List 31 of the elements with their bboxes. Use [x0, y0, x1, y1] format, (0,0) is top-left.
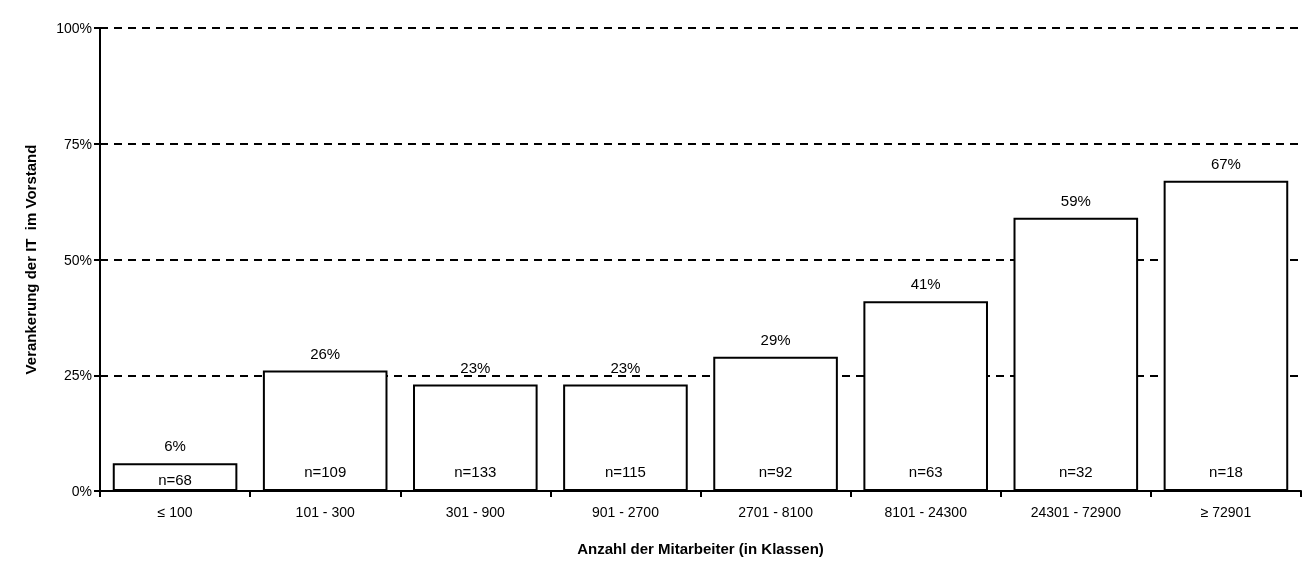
x-tick-label: 24301 - 72900: [1030, 504, 1122, 520]
x-tick-label: ≤ 100: [157, 504, 193, 520]
y-tick-label: 25%: [63, 367, 92, 384]
annotation: n=92: [758, 463, 793, 480]
annotation: n=68: [158, 471, 192, 488]
x-tick-label: 901 - 2700: [591, 504, 660, 520]
x-tick-label: 2701 - 8100: [738, 504, 814, 520]
y-tick-label: 75%: [63, 135, 92, 152]
annotation: n=133: [454, 463, 497, 480]
x-axis-title: Anzahl der Mitarbeiter (in Klassen): [577, 540, 824, 557]
x-tick-label: 8101 - 24300: [884, 504, 968, 520]
annotation: n=115: [604, 463, 646, 480]
data-label: 6%: [164, 437, 186, 455]
data-label: 41%: [910, 275, 941, 293]
data-label: 67%: [1210, 154, 1241, 172]
annotation: n=109: [304, 463, 347, 480]
y-tick-label: 0%: [71, 483, 92, 499]
y-tick-label: 50%: [63, 251, 92, 268]
y-tick-label: 100%: [56, 20, 92, 36]
annotation: n=18: [1209, 463, 1243, 480]
annotation: n=32: [1058, 463, 1093, 480]
y-axis-title: Verankerung der IT im Vorstand: [22, 144, 39, 375]
annotation: n=63: [908, 463, 943, 480]
data-label: 23%: [610, 358, 641, 376]
data-label: 29%: [760, 330, 791, 348]
x-tick-label: ≥ 72901: [1200, 504, 1252, 520]
data-label: 23%: [460, 358, 491, 376]
x-tick-label: 101 - 300: [295, 504, 355, 520]
x-tick-label: 301 - 900: [445, 504, 506, 520]
data-label: 59%: [1060, 191, 1091, 209]
data-label: 26%: [310, 344, 341, 362]
